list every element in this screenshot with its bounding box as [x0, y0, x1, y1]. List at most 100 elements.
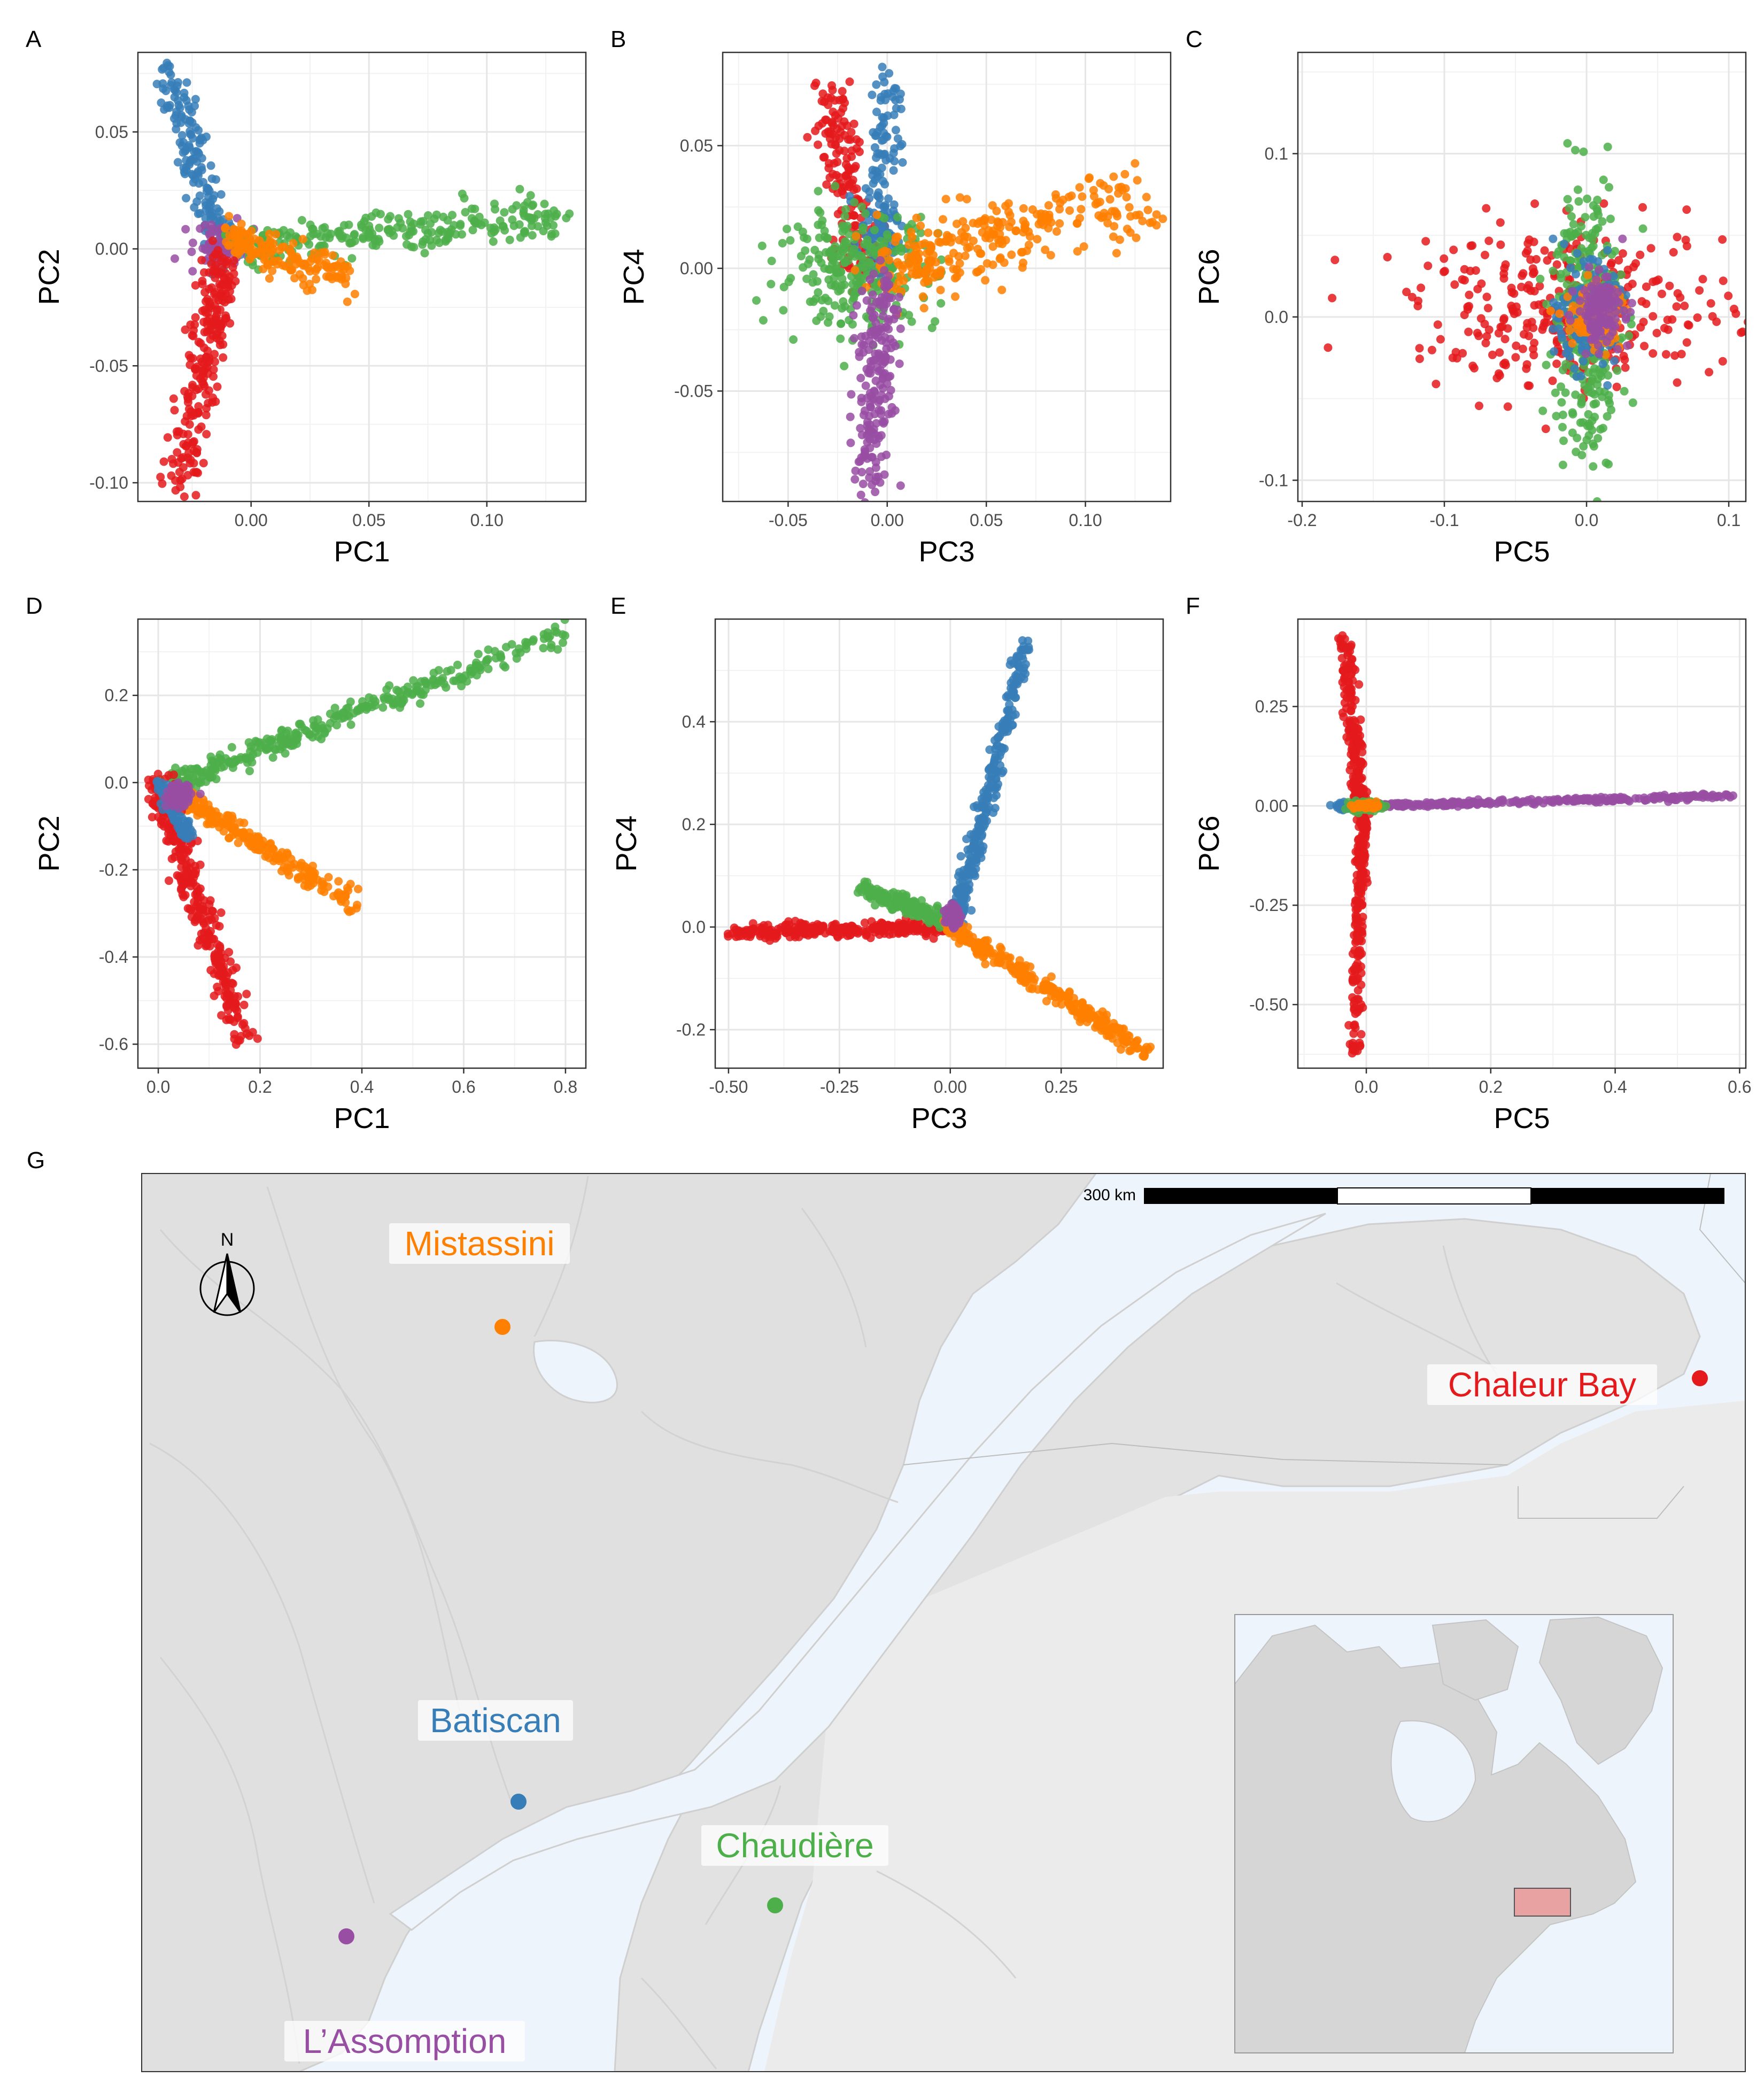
data-point: [1618, 249, 1627, 258]
data-point: [856, 490, 865, 499]
data-point: [313, 255, 322, 264]
data-point: [1004, 207, 1013, 217]
data-point: [1474, 331, 1483, 341]
data-point: [824, 296, 833, 305]
data-point: [994, 732, 1003, 742]
data-point: [814, 206, 823, 215]
data-point: [1433, 320, 1442, 329]
data-point: [169, 770, 178, 779]
data-point: [1132, 211, 1141, 220]
data-point: [300, 862, 309, 871]
data-point: [191, 491, 200, 500]
data-point: [1583, 271, 1592, 280]
data-point: [1693, 313, 1702, 322]
data-point: [227, 978, 236, 987]
data-point: [484, 655, 492, 664]
data-point: [427, 228, 436, 237]
data-point: [875, 926, 884, 935]
y-axis-title: PC6: [1193, 249, 1225, 305]
data-point: [160, 105, 169, 114]
points: [723, 636, 1155, 1061]
data-point: [1423, 261, 1433, 271]
data-point: [1084, 174, 1093, 183]
data-point: [862, 296, 871, 305]
data-point: [184, 351, 194, 360]
data-point: [456, 220, 465, 229]
data-point: [882, 344, 891, 353]
data-point: [1065, 206, 1074, 215]
data-point: [889, 110, 899, 119]
data-point: [311, 267, 320, 276]
data-point: [184, 816, 194, 825]
plot-frame: [137, 51, 587, 503]
data-point: [1581, 213, 1590, 222]
data-point: [988, 260, 997, 269]
grid: [138, 52, 586, 501]
data-point: [1649, 349, 1658, 358]
data-point: [951, 886, 961, 895]
data-point: [320, 261, 329, 269]
data-point: [857, 397, 866, 406]
x-tick-label: 0.0: [146, 1077, 170, 1096]
data-point: [930, 269, 939, 278]
data-point: [199, 919, 208, 928]
data-point: [1415, 344, 1424, 353]
data-point: [1152, 221, 1161, 230]
data-point: [847, 287, 856, 296]
data-point: [869, 326, 878, 335]
data-point: [1672, 302, 1681, 311]
data-point: [835, 134, 844, 143]
data-point: [998, 218, 1007, 227]
data-point: [182, 412, 191, 421]
data-point: [958, 217, 968, 226]
data-point: [209, 758, 218, 767]
data-point: [989, 808, 997, 817]
data-point: [855, 148, 864, 156]
data-point: [869, 179, 878, 188]
data-point: [198, 935, 207, 944]
data-point: [458, 230, 466, 239]
data-point: [861, 498, 869, 501]
data-point: [857, 332, 866, 341]
data-point: [182, 863, 191, 872]
data-point: [1549, 234, 1558, 243]
data-point: [399, 696, 408, 705]
data-point: [211, 288, 220, 297]
data-point: [224, 295, 233, 304]
data-point: [976, 249, 985, 258]
data-point: [1587, 335, 1596, 344]
data-point: [1575, 296, 1584, 305]
data-point: [1563, 139, 1572, 148]
data-point: [198, 366, 207, 375]
data-point: [878, 176, 887, 186]
data-point: [288, 265, 297, 274]
data-point: [998, 725, 1007, 735]
data-point: [1719, 276, 1728, 285]
data-point: [1073, 247, 1082, 256]
data-point: [1110, 222, 1119, 231]
data-point: [1526, 255, 1535, 264]
data-point: [1529, 351, 1538, 360]
data-point: [922, 929, 931, 938]
data-point: [1138, 217, 1147, 226]
data-point: [290, 274, 299, 283]
data-point: [231, 1004, 240, 1013]
data-point: [229, 256, 238, 265]
x-axis-title: PC3: [918, 536, 974, 568]
data-point: [988, 242, 997, 251]
data-point: [896, 271, 905, 280]
data-point: [786, 236, 795, 245]
data-point: [996, 761, 1004, 770]
data-point: [247, 227, 256, 235]
data-point: [208, 236, 217, 245]
data-point: [1495, 371, 1504, 380]
data-point: [819, 306, 828, 315]
data-point: [245, 767, 254, 776]
data-point: [1575, 307, 1584, 316]
data-point: [453, 660, 462, 669]
data-point: [222, 1002, 231, 1011]
data-point: [1499, 315, 1508, 325]
data-point: [1552, 412, 1561, 421]
data-point: [915, 270, 924, 279]
data-point: [185, 127, 195, 136]
